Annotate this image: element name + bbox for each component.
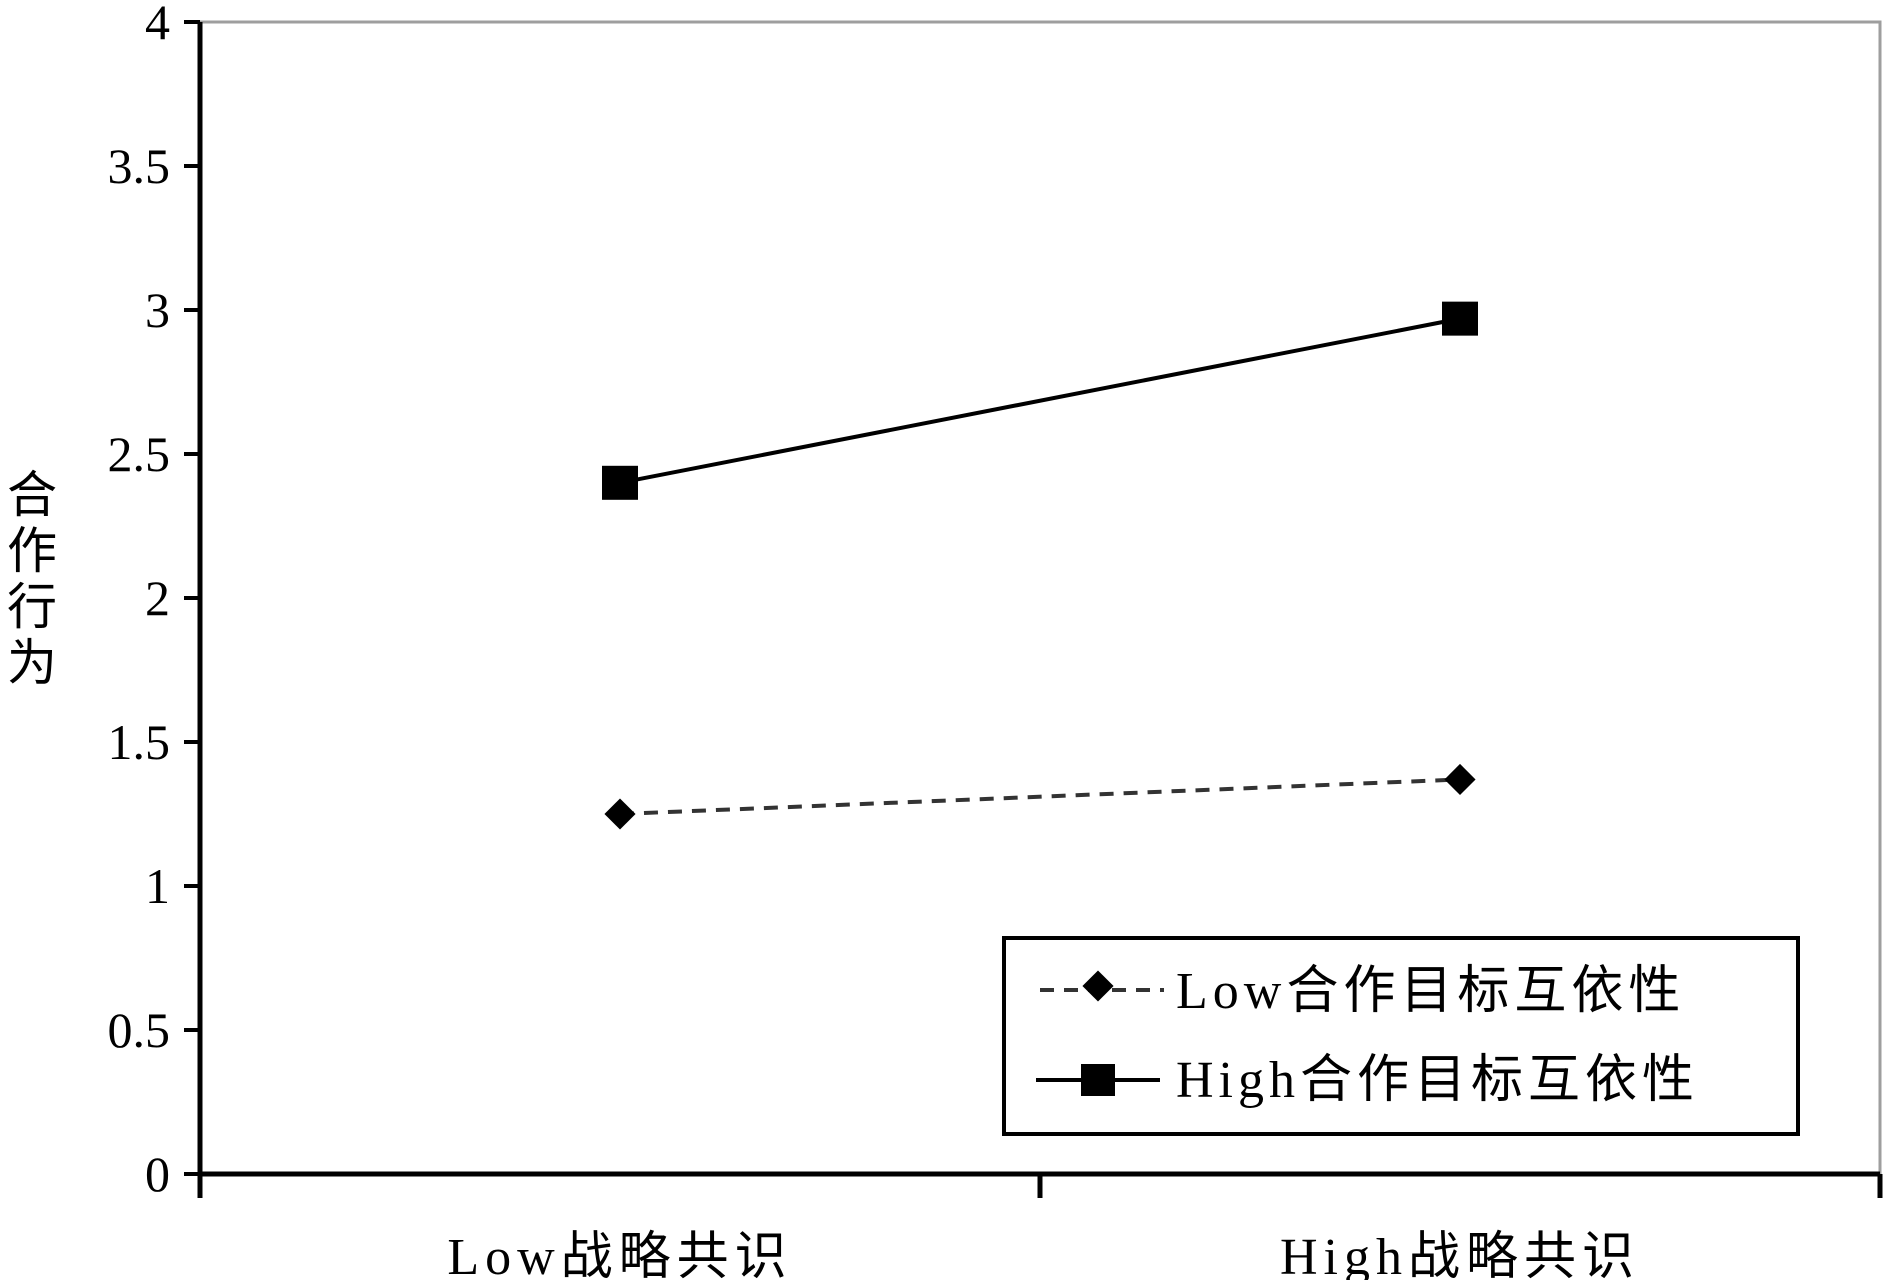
legend-label-high: High合作目标互依性: [1176, 1052, 1699, 1109]
x-axis-ticks: Low战略共识 High战略共识: [197, 1174, 1883, 1285]
y-tick-label: 3.5: [108, 138, 171, 194]
y-tick-label: 0.5: [108, 1002, 171, 1058]
data-point-square: [1442, 301, 1478, 336]
legend-square-marker: [1081, 1064, 1115, 1096]
series-line-0: [619, 777, 1461, 816]
y-axis-ticks: 0 0.5 1 1.5 2 2.5 3 3.5 4: [108, 0, 200, 1202]
legend-box: [1002, 936, 1800, 1136]
x-tick-label: High战略共识: [1280, 1229, 1640, 1280]
y-tick-label: 2.5: [108, 426, 171, 482]
legend: Low合作目标互依性 High合作目标互依性: [1002, 936, 1800, 1136]
y-tick-label: 0: [145, 1146, 170, 1202]
legend-entry-low: Low合作目标互依性: [1040, 963, 1685, 1020]
y-axis-label: 合作行为: [0, 468, 57, 692]
legend-label-low: Low合作目标互依性: [1176, 963, 1685, 1020]
series-line-1: [619, 316, 1461, 485]
y-tick-label: 3: [145, 282, 170, 338]
legend-entry-high: High合作目标互依性: [1036, 1052, 1699, 1109]
y-tick-label: 1.5: [108, 714, 171, 770]
y-tick-label: 1: [145, 858, 170, 914]
data-point-square: [602, 465, 638, 500]
x-tick-label: Low战略共识: [447, 1229, 792, 1280]
y-tick-label: 4: [145, 0, 170, 50]
y-tick-label: 2: [145, 570, 170, 626]
